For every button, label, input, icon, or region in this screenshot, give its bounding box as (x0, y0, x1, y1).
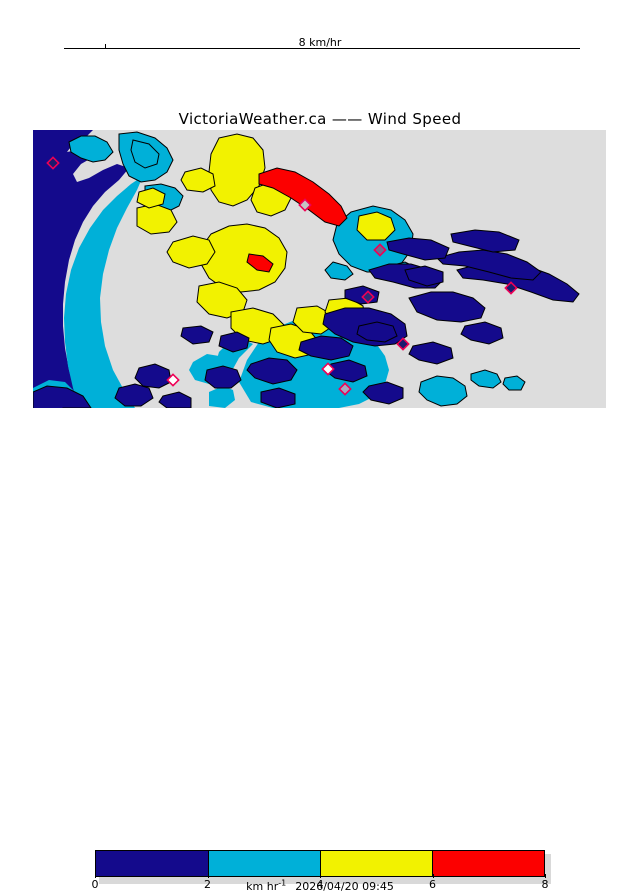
wind-vector-scale-bar: 8 km/hr (0, 0, 640, 100)
station-marker[interactable] (504, 281, 518, 295)
station-marker[interactable] (166, 373, 180, 387)
timestamp: 2026/04/20 09:45 (295, 879, 394, 893)
contour-fill-0-2-east-islands (33, 229, 580, 408)
station-marker[interactable] (321, 362, 335, 376)
colorbar-caption: km hr-1 2026/04/20 09:45 (0, 878, 640, 893)
contour-fill-6-8 (246, 167, 348, 273)
station-marker[interactable] (373, 243, 387, 257)
scale-bar-label: 8 km/hr (298, 36, 342, 49)
station-markers[interactable] (46, 156, 518, 396)
colorbar-bands[interactable] (95, 850, 545, 877)
page-title: VictoriaWeather.ca —— Wind Speed (178, 110, 462, 128)
station-marker[interactable] (396, 337, 410, 351)
colorbar-band-0-2[interactable] (96, 851, 208, 876)
scale-bar-tick (105, 44, 106, 48)
colorbar-units-exponent: -1 (278, 878, 287, 887)
colorbar-band-2-4[interactable] (208, 851, 320, 876)
contour-fill-0-2 (33, 130, 129, 408)
wind-speed-map[interactable] (33, 130, 606, 408)
colorbar-units-text: km hr (246, 879, 279, 893)
station-marker[interactable] (46, 156, 60, 170)
contour-fill-4-6 (136, 133, 396, 359)
scale-bar-line (64, 48, 580, 49)
station-marker[interactable] (361, 290, 375, 304)
map-canvas (33, 130, 606, 408)
station-marker[interactable] (298, 198, 312, 212)
station-marker[interactable] (338, 382, 352, 396)
contour-fill-2-4-northeast-islands (418, 369, 526, 407)
colorbar-band-4-6[interactable] (320, 851, 432, 876)
colorbar-band-6-8[interactable] (432, 851, 544, 876)
colorbar: 0 2 4 6 8 km hr-1 2026/04/20 09:45 (0, 420, 640, 893)
contour-fill-2-4-west (64, 176, 143, 408)
colorbar-units: km hr-1 (246, 878, 287, 893)
